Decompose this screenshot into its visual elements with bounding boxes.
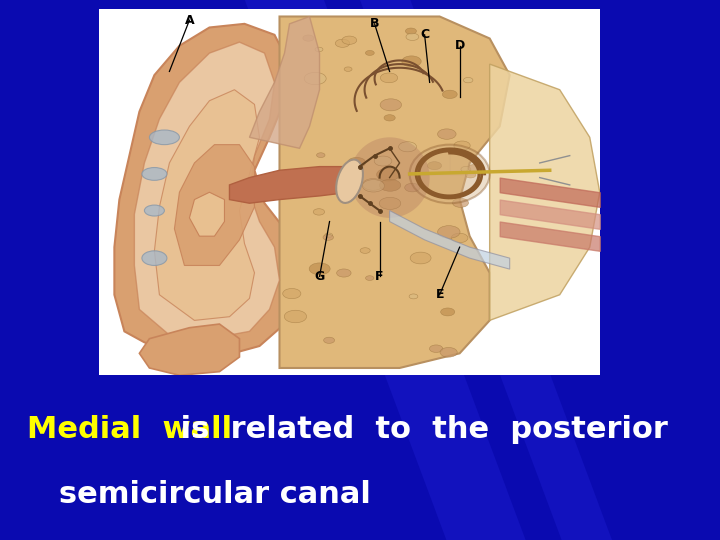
Ellipse shape bbox=[323, 234, 333, 240]
Ellipse shape bbox=[440, 347, 457, 357]
Polygon shape bbox=[174, 145, 254, 266]
Ellipse shape bbox=[405, 183, 420, 192]
Ellipse shape bbox=[283, 288, 301, 299]
Ellipse shape bbox=[150, 130, 179, 145]
Ellipse shape bbox=[384, 114, 395, 121]
Ellipse shape bbox=[405, 28, 416, 34]
Ellipse shape bbox=[284, 310, 307, 323]
Ellipse shape bbox=[406, 33, 419, 40]
Ellipse shape bbox=[142, 167, 167, 180]
Polygon shape bbox=[189, 192, 225, 236]
Ellipse shape bbox=[441, 308, 455, 316]
Ellipse shape bbox=[379, 179, 401, 191]
Text: F: F bbox=[375, 270, 384, 283]
Ellipse shape bbox=[409, 294, 418, 299]
Ellipse shape bbox=[315, 47, 323, 52]
Ellipse shape bbox=[303, 35, 314, 41]
Polygon shape bbox=[140, 324, 240, 375]
Ellipse shape bbox=[465, 172, 476, 178]
Ellipse shape bbox=[451, 233, 468, 242]
Ellipse shape bbox=[317, 153, 325, 158]
Ellipse shape bbox=[402, 56, 421, 67]
Polygon shape bbox=[490, 64, 600, 320]
Polygon shape bbox=[154, 90, 259, 320]
Ellipse shape bbox=[363, 179, 384, 190]
Text: A: A bbox=[184, 14, 194, 26]
Text: D: D bbox=[454, 39, 465, 52]
Ellipse shape bbox=[337, 269, 351, 277]
Ellipse shape bbox=[336, 39, 350, 48]
Ellipse shape bbox=[336, 159, 363, 203]
Ellipse shape bbox=[374, 156, 392, 166]
Ellipse shape bbox=[452, 198, 469, 207]
Ellipse shape bbox=[360, 248, 370, 253]
Ellipse shape bbox=[350, 137, 430, 218]
Ellipse shape bbox=[342, 36, 356, 44]
Ellipse shape bbox=[323, 337, 335, 343]
Ellipse shape bbox=[300, 174, 315, 183]
Ellipse shape bbox=[464, 77, 473, 83]
Text: B: B bbox=[370, 17, 379, 30]
Ellipse shape bbox=[438, 226, 460, 238]
Ellipse shape bbox=[428, 161, 441, 170]
Ellipse shape bbox=[442, 90, 457, 98]
Text: Medial  wall: Medial wall bbox=[27, 415, 233, 444]
Ellipse shape bbox=[366, 276, 374, 280]
Ellipse shape bbox=[313, 208, 325, 215]
Text: semicircular canal: semicircular canal bbox=[27, 480, 372, 509]
Ellipse shape bbox=[344, 67, 352, 71]
Polygon shape bbox=[360, 0, 612, 540]
Ellipse shape bbox=[362, 180, 384, 192]
Ellipse shape bbox=[410, 145, 490, 203]
Ellipse shape bbox=[348, 158, 366, 167]
Bar bbox=[99, 9, 600, 375]
Ellipse shape bbox=[379, 197, 401, 210]
Polygon shape bbox=[249, 17, 320, 149]
Polygon shape bbox=[135, 42, 279, 339]
Polygon shape bbox=[390, 211, 510, 269]
Text: E: E bbox=[436, 288, 444, 301]
Ellipse shape bbox=[461, 166, 471, 172]
Polygon shape bbox=[279, 17, 510, 368]
Polygon shape bbox=[245, 0, 526, 540]
Ellipse shape bbox=[429, 345, 443, 353]
Ellipse shape bbox=[309, 263, 330, 275]
Ellipse shape bbox=[145, 205, 164, 216]
Ellipse shape bbox=[305, 72, 326, 85]
Ellipse shape bbox=[454, 141, 470, 150]
Ellipse shape bbox=[325, 233, 333, 238]
Ellipse shape bbox=[380, 73, 397, 83]
Text: is  related  to  the  posterior: is related to the posterior bbox=[170, 415, 667, 444]
Ellipse shape bbox=[410, 252, 431, 264]
Ellipse shape bbox=[142, 251, 167, 266]
Polygon shape bbox=[230, 167, 350, 203]
Text: G: G bbox=[315, 270, 325, 283]
Text: C: C bbox=[420, 28, 429, 41]
Ellipse shape bbox=[438, 129, 456, 139]
Polygon shape bbox=[114, 24, 300, 357]
Ellipse shape bbox=[366, 50, 374, 56]
Ellipse shape bbox=[399, 141, 417, 152]
Ellipse shape bbox=[377, 168, 400, 181]
Ellipse shape bbox=[468, 165, 481, 172]
Ellipse shape bbox=[380, 99, 402, 111]
